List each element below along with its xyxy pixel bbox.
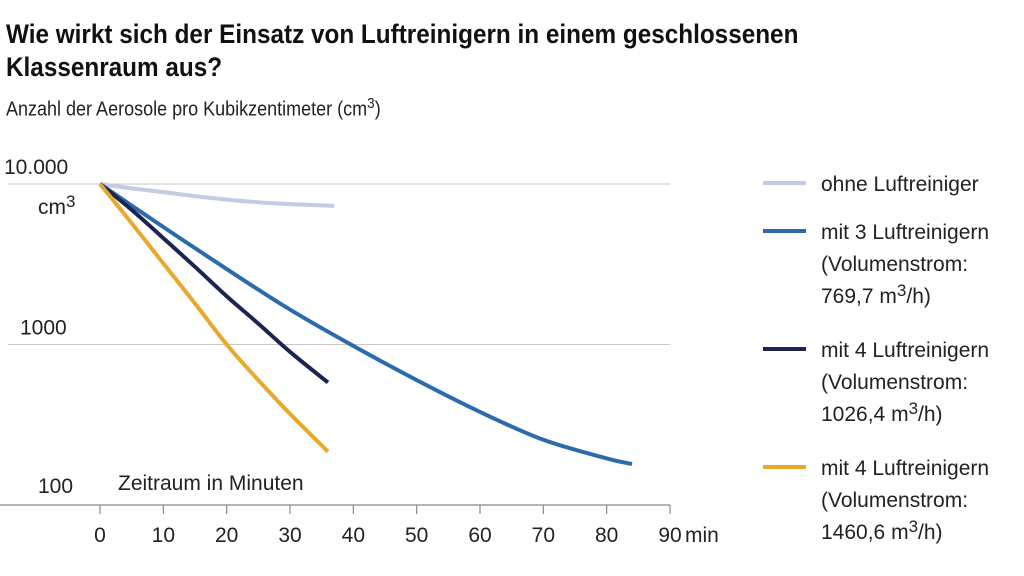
subtitle-text: Anzahl der Aerosole pro Kubikzentimeter … (6, 98, 368, 121)
legend: ohne Luftreiniger mit 3 Luftreinigern (Vol… (763, 173, 989, 544)
x-tick-label: 80 (595, 524, 618, 547)
x-tick-label: 0 (94, 524, 106, 547)
series-line-3 (98, 182, 330, 385)
legend-label-text: /h) (906, 285, 931, 308)
grid-layer (8, 183, 670, 345)
x-tick-label: 30 (278, 524, 301, 547)
legend-label: mit 3 Luftreinigern (821, 221, 989, 244)
y-tick-label: 10.000 (4, 156, 68, 179)
legend-label-text: 769,7 m (821, 285, 897, 308)
series-line-2 (98, 182, 633, 466)
legend-label-superscript: 3 (909, 517, 918, 536)
legend-label-superscript: 3 (909, 399, 918, 418)
x-tick-label: 90 (658, 524, 681, 547)
chart-title: Wie wirkt sich der Einsatz von Luftreini… (6, 19, 799, 82)
legend-label: ohne Luftreiniger (821, 173, 979, 196)
legend-label: mit 4 Luftreinigern (821, 457, 989, 480)
x-tick-label: 60 (468, 524, 491, 547)
subtitle-superscript: 3 (367, 95, 375, 112)
y-tick-label: 100 (38, 475, 73, 498)
x-tick-label: 40 (342, 524, 365, 547)
series-line-4 (98, 182, 330, 454)
subtitle-close: ) (374, 98, 381, 121)
x-tick-label: 20 (215, 524, 238, 547)
legend-label: 1026,4 m3/h) (821, 399, 943, 426)
y-tick-label: 1000 (20, 317, 67, 340)
legend-label: (Volumenstrom: (821, 489, 968, 512)
y-unit-label: cm3 (38, 192, 75, 219)
y-unit-superscript: 3 (66, 192, 75, 211)
x-tick-label: 50 (405, 524, 428, 547)
legend-label: 769,7 m3/h) (821, 281, 931, 308)
legend-label: mit 4 Luftreinigern (821, 339, 989, 362)
legend-label: 1460,6 m3/h) (821, 517, 943, 544)
x-tick-label: 10 (152, 524, 175, 547)
y-unit-text: cm (38, 196, 66, 219)
legend-label-superscript: 3 (897, 281, 906, 300)
x-unit-label: min (685, 524, 719, 547)
legend-label-text: 1026,4 m (821, 403, 909, 426)
legend-label: (Volumenstrom: (821, 371, 968, 394)
chart-subtitle: Anzahl der Aerosole pro Kubikzentimeter … (6, 95, 381, 122)
series-layer (98, 182, 633, 466)
x-axis-title: Zeitraum in Minuten (118, 472, 304, 495)
legend-label-text: /h) (918, 521, 943, 544)
legend-label-text: /h) (918, 403, 943, 426)
series-line-1 (99, 182, 335, 208)
x-tick-label: 70 (532, 524, 555, 547)
legend-label-text: 1460,6 m (821, 521, 909, 544)
legend-label: (Volumenstrom: (821, 253, 968, 276)
